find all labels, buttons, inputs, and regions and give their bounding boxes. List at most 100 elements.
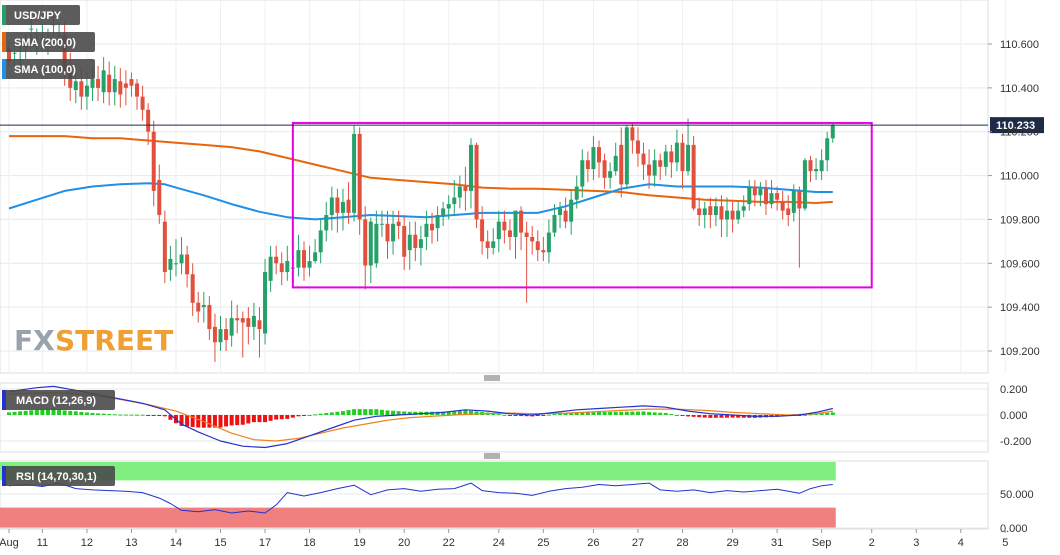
candle — [335, 188, 340, 233]
time-tick-label: 4 — [958, 537, 964, 549]
macd-histogram-bar — [658, 412, 663, 415]
rsi-zones — [0, 462, 836, 528]
macd-histogram-bar — [346, 410, 351, 415]
legend-pair[interactable]: USD/JPY — [2, 5, 80, 25]
legend-sma200-label: SMA (200,0) — [14, 37, 76, 49]
macd-histogram-bar — [146, 415, 151, 416]
candle-body — [313, 252, 318, 262]
candle-body — [563, 210, 568, 222]
candle — [680, 133, 685, 189]
macd-histogram-bar — [446, 411, 451, 415]
rsi-tick-label: 50.000 — [1000, 489, 1034, 501]
macd-panel[interactable]: 0.200 0.000 -0.200 MACD (12,26,9) — [0, 382, 1031, 453]
candle-body — [329, 197, 334, 216]
candle-body — [608, 171, 613, 178]
macd-histogram-bar — [691, 415, 696, 417]
macd-histogram-bar — [552, 414, 557, 416]
candle — [251, 302, 256, 341]
time-tick-label: 31 — [771, 537, 783, 549]
macd-histogram-bar — [379, 409, 384, 415]
candle-body — [496, 221, 501, 240]
candle — [524, 221, 529, 303]
candle-body — [602, 160, 607, 178]
candle — [663, 144, 668, 176]
watermark-street: STREET — [55, 324, 173, 357]
time-axis[interactable]: Aug 11 12 13 14 15 17 18 19 20 22 24 25 26 27 28 29 31 Sep… — [0, 529, 1008, 549]
legend-sma200[interactable]: SMA (200,0) — [2, 32, 95, 52]
macd-histogram-bar — [196, 415, 201, 428]
candle-body — [185, 254, 190, 275]
macd-histogram-bar — [263, 415, 268, 423]
time-tick-label: 26 — [587, 537, 599, 549]
candle-body — [251, 315, 256, 327]
candle — [129, 72, 134, 97]
candle-body — [135, 83, 140, 97]
candle-body — [146, 109, 151, 132]
candle — [647, 149, 652, 189]
candle-body — [240, 318, 245, 323]
candle — [530, 226, 535, 255]
candle-body — [368, 221, 373, 266]
candle — [146, 103, 151, 145]
macd-histogram-bar — [162, 415, 167, 417]
time-tick-label: Aug — [0, 537, 19, 549]
candle-body — [596, 147, 601, 163]
candle-body — [12, 52, 17, 54]
candle-body — [279, 263, 284, 273]
candle — [802, 158, 807, 211]
time-tick-label: 5 — [1002, 537, 1008, 549]
candle — [268, 245, 273, 292]
candle — [296, 234, 301, 277]
macd-histogram-bar — [12, 411, 17, 415]
candle-body — [196, 302, 201, 312]
macd-histogram-bar — [357, 409, 362, 415]
time-tick-label: 13 — [125, 537, 137, 549]
candle-body — [686, 144, 691, 172]
legend-sma100[interactable]: SMA (100,0) — [2, 59, 95, 79]
rsi-oversold-zone — [0, 507, 836, 528]
candle — [569, 190, 574, 235]
macd-histogram-bar — [435, 411, 440, 415]
candle — [558, 201, 563, 229]
candle-body — [580, 160, 585, 187]
price-panel[interactable]: FX STREET 110.233 110.600110.400110.2001… — [0, 0, 1044, 374]
macd-histogram-bar — [541, 415, 546, 416]
rsi-panel[interactable]: 50.000 0.000 RSI (14,70,30,1) — [0, 460, 1034, 535]
legend-rsi[interactable]: RSI (14,70,30,1) — [2, 466, 115, 486]
candle-body — [830, 125, 835, 139]
legend-pair-label: USD/JPY — [14, 10, 62, 22]
macd-histogram-bar — [580, 412, 585, 415]
macd-histogram-bar — [385, 410, 390, 415]
price-tick-label: 109.200 — [1000, 346, 1040, 358]
candle-body — [652, 160, 657, 176]
macd-histogram-bar — [68, 410, 73, 415]
candle-body — [741, 206, 746, 211]
macd-histogram-bar — [624, 411, 629, 415]
candlesticks — [7, 11, 835, 362]
legend-macd[interactable]: MACD (12,26,9) — [2, 390, 115, 410]
candle-body — [635, 140, 640, 154]
candle-body — [491, 241, 496, 248]
candle-body — [391, 223, 396, 242]
candle — [763, 179, 768, 216]
candle — [513, 210, 518, 259]
candle — [157, 164, 162, 224]
macd-histogram-bar — [224, 415, 229, 427]
time-tick-label: 20 — [398, 537, 410, 549]
panel-resize-handle-2[interactable] — [484, 453, 500, 459]
macd-histogram-bar — [352, 409, 357, 415]
candle-body — [7, 48, 11, 62]
macd-histogram-bar — [591, 412, 596, 415]
candle-body — [346, 199, 351, 213]
candle-body — [396, 221, 401, 227]
candle — [730, 201, 735, 233]
candle — [435, 206, 440, 242]
panel-resize-handle-1[interactable] — [484, 375, 500, 381]
candle-body — [680, 142, 685, 172]
candle — [363, 206, 368, 290]
candle — [780, 190, 785, 220]
macd-histogram-bar — [585, 412, 590, 415]
candle-body — [79, 81, 84, 97]
resistance-box[interactable] — [291, 121, 873, 289]
candle-body — [591, 147, 596, 169]
